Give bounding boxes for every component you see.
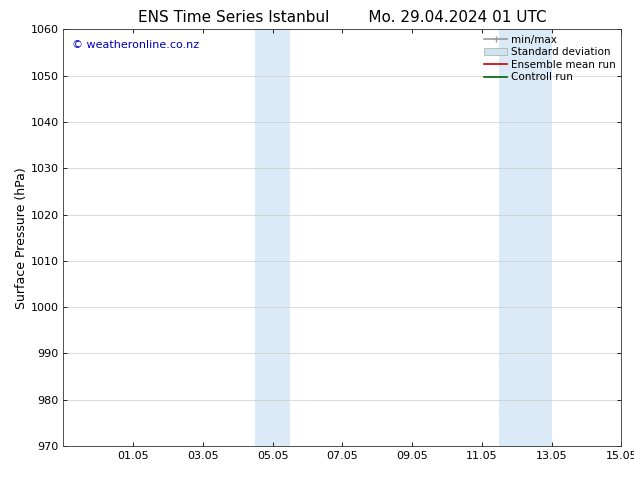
Y-axis label: Surface Pressure (hPa): Surface Pressure (hPa) — [15, 167, 28, 309]
Text: © weatheronline.co.nz: © weatheronline.co.nz — [72, 40, 199, 50]
Legend: min/max, Standard deviation, Ensemble mean run, Controll run: min/max, Standard deviation, Ensemble me… — [482, 32, 618, 84]
Title: ENS Time Series Istanbul        Mo. 29.04.2024 01 UTC: ENS Time Series Istanbul Mo. 29.04.2024 … — [138, 10, 547, 25]
Bar — [500, 29, 552, 446]
Bar — [255, 29, 290, 446]
